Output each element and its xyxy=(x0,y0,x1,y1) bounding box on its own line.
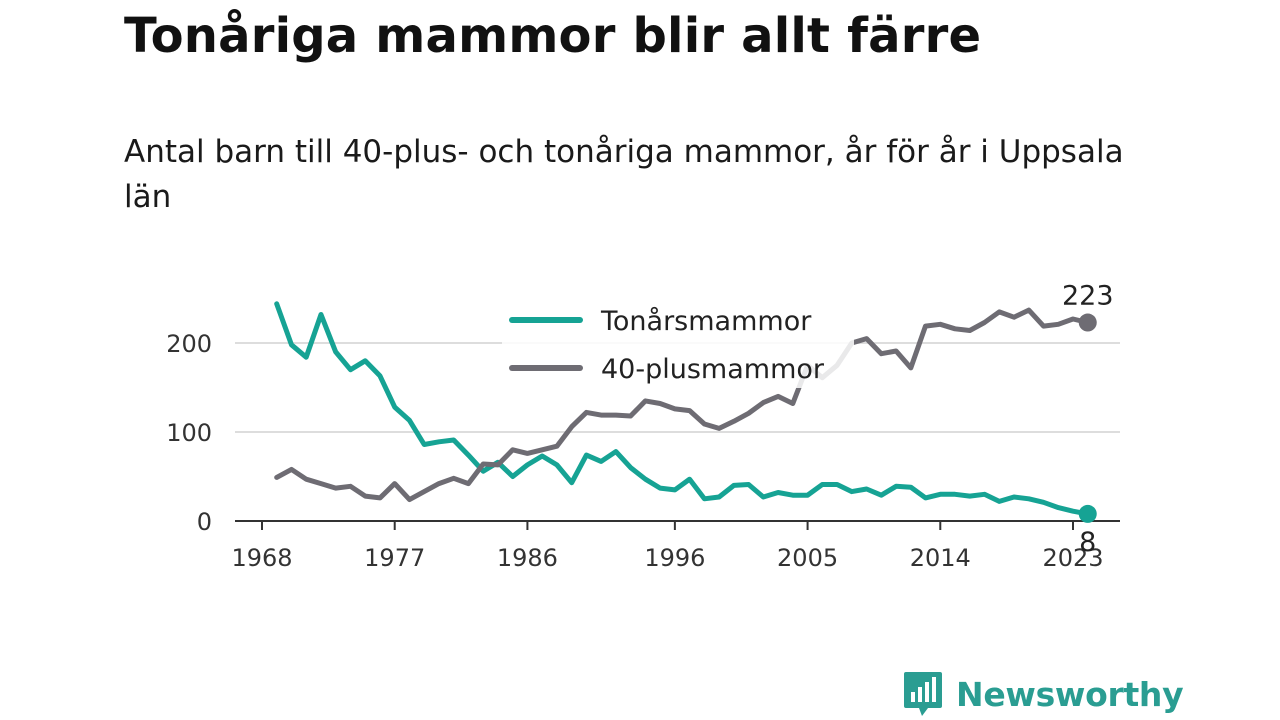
x-tick-label: 2014 xyxy=(910,544,971,572)
brand-name: Newsworthy xyxy=(956,674,1184,714)
end-value-label: 223 xyxy=(1062,281,1114,312)
chart-subtitle: Antal barn till 40-plus- och tonåriga ma… xyxy=(124,134,1124,215)
x-tick-label: 2023 xyxy=(1042,544,1103,572)
newsworthy-logo-icon xyxy=(904,672,942,716)
end-point-marker xyxy=(1078,313,1097,332)
y-tick-label: 0 xyxy=(197,508,212,536)
legend-label: 40-plusmammor xyxy=(601,354,825,385)
chart-title: Tonåriga mammor blir allt färre xyxy=(124,8,982,64)
series-line-tonarsmammor xyxy=(274,301,1091,517)
y-tick-label: 200 xyxy=(166,330,212,358)
end-point-marker xyxy=(1078,504,1097,523)
newsworthy-brand: Newsworthy xyxy=(902,668,1184,720)
x-tick-label: 1977 xyxy=(364,544,425,572)
legend-background xyxy=(502,292,854,388)
x-tick-label: 1996 xyxy=(644,544,705,572)
end-value-label: 8 xyxy=(1079,527,1096,558)
y-tick-label: 100 xyxy=(166,419,212,447)
series-line-plusmammor xyxy=(274,307,1091,503)
x-tick-label: 2005 xyxy=(777,544,838,572)
x-tick-label: 1986 xyxy=(497,544,558,572)
legend-label: Tonårsmammor xyxy=(600,306,812,337)
x-tick-label: 1968 xyxy=(231,544,292,572)
